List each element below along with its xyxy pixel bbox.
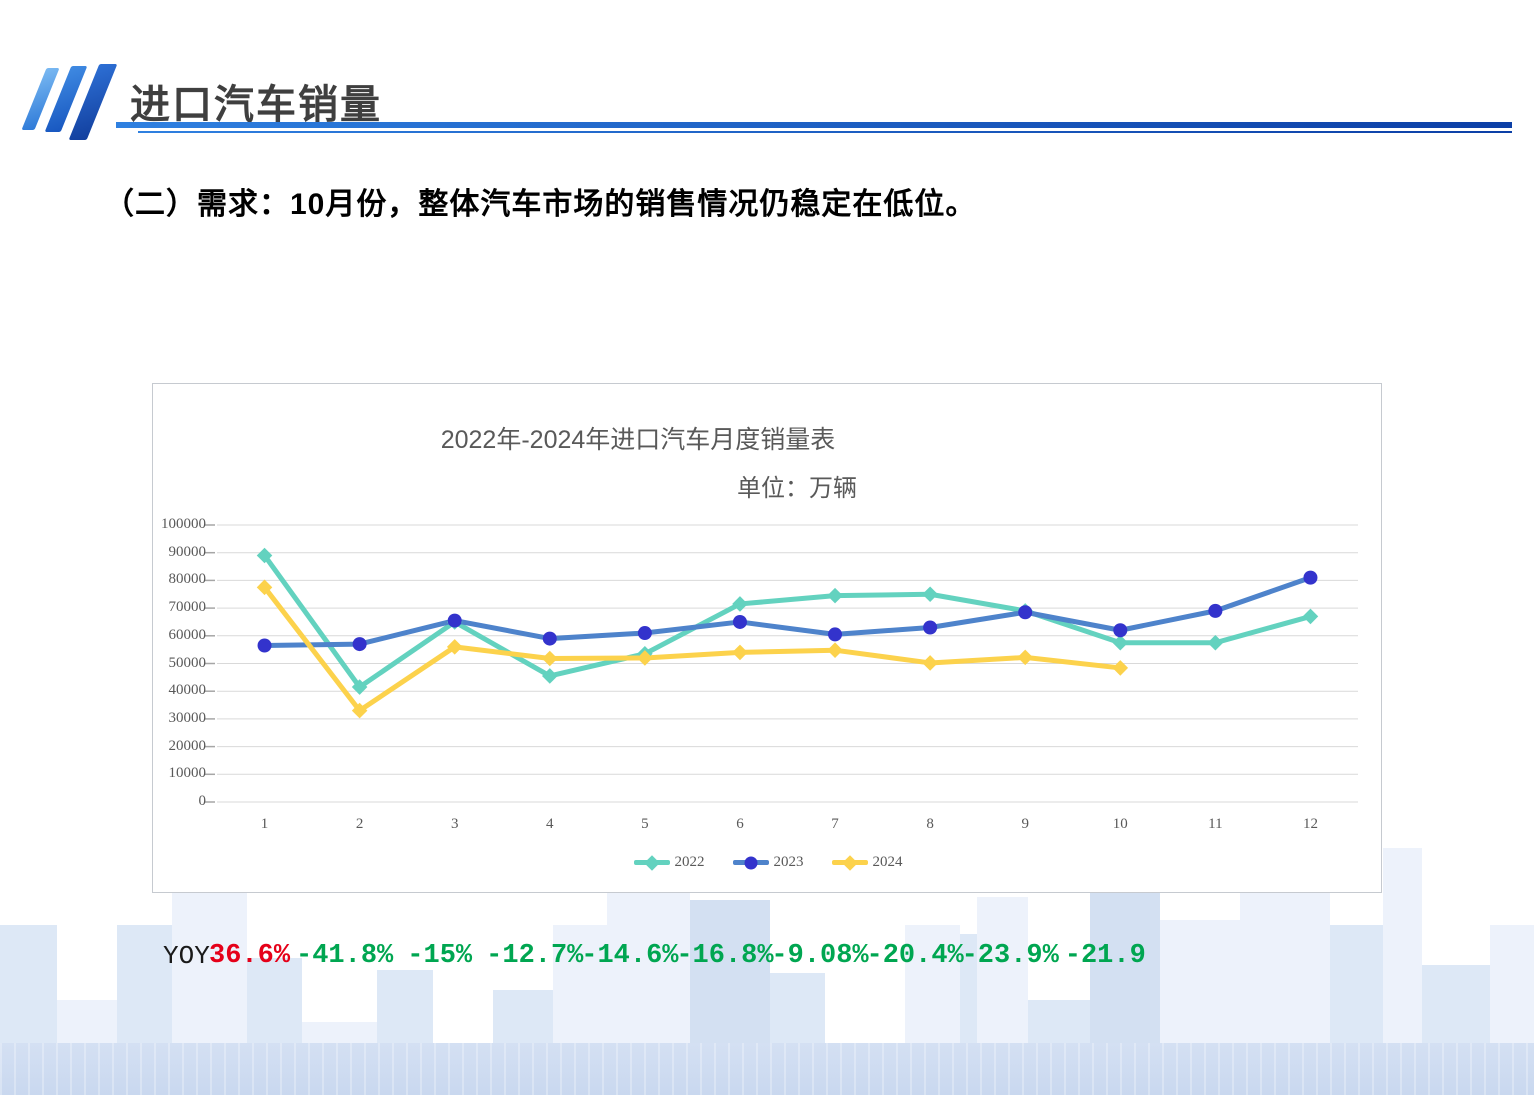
yoy-value: -41.8% [296, 941, 394, 971]
yoy-value: -20.4% [866, 941, 964, 971]
data-point-2024 [1112, 660, 1129, 676]
x-tick-label: 6 [736, 816, 744, 832]
x-tick-label: 5 [641, 816, 649, 832]
diamond-marker-icon [643, 854, 660, 871]
skyline-bottom-band [0, 1043, 1534, 1095]
data-point-2023 [542, 631, 557, 646]
data-point-2023 [352, 637, 367, 652]
y-tick-label: 60000 [168, 626, 207, 643]
y-tick-label: 70000 [168, 599, 207, 616]
data-point-2023 [1208, 603, 1223, 618]
data-point-2022 [1112, 634, 1129, 651]
yoy-value: -23.9% [961, 941, 1059, 971]
data-point-2022 [922, 586, 938, 603]
data-point-2022 [1207, 634, 1224, 651]
data-point-2023 [923, 620, 938, 635]
header-rule-thin [138, 131, 1512, 133]
data-point-2022 [827, 587, 843, 604]
yoy-value: -12.7% [486, 941, 584, 971]
data-point-2023 [257, 638, 272, 653]
legend-label: 2022 [674, 854, 705, 870]
legend-item-2024: 2024 [831, 854, 903, 871]
y-tick-label: 40000 [168, 682, 207, 699]
x-tick-label: 1 [260, 816, 269, 832]
chart-title: 2022年-2024年进口汽车月度销量表 [440, 426, 836, 454]
data-point-2023 [1113, 623, 1128, 638]
section-heading: （二）需求：10月份，整体汽车市场的销售情况仍稳定在低位。 [104, 188, 977, 221]
yoy-row: YOY 36.6% -41.8% -15% -12.7% -14.6% -16.8% -9.… [0, 941, 1534, 975]
data-point-2024 [1017, 649, 1033, 666]
data-point-2023 [1018, 605, 1033, 620]
data-point-2022 [351, 679, 368, 695]
header-rule-thick [116, 122, 1512, 128]
y-tick-label: 20000 [168, 737, 207, 754]
page-title: 进口汽车销量 [130, 83, 382, 127]
data-point-2022 [256, 547, 273, 564]
chart-card: 2022年-2024年进口汽车月度销量表 单位：万辆 0 10000 20000 30… [152, 383, 1382, 893]
legend-label: 2023 [773, 854, 804, 870]
data-point-2023 [732, 614, 747, 629]
legend-item-2022: 2022 [633, 854, 705, 871]
legend-item-2023: 2023 [732, 854, 804, 871]
y-tick-label: 30000 [168, 709, 207, 726]
x-tick-label: 4 [546, 816, 554, 832]
circle-marker-icon [744, 856, 757, 869]
data-point-2022 [542, 668, 558, 684]
data-point-2023 [637, 626, 652, 641]
series-line-2024 [262, 584, 1123, 714]
x-tick-label: 10 [1112, 816, 1128, 832]
series-line-2022 [262, 552, 1313, 690]
y-tick-label: 90000 [168, 543, 207, 560]
yoy-value: -14.6% [581, 941, 679, 971]
series-line-2023 [262, 575, 1313, 648]
data-point-2024 [732, 644, 748, 661]
data-point-2023 [1303, 570, 1318, 585]
legend-line-swatch [831, 854, 868, 871]
legend-label: 2024 [872, 854, 903, 870]
data-point-2023 [828, 627, 843, 642]
x-tick-label: 12 [1302, 816, 1318, 832]
x-tick-label: 2 [355, 816, 364, 832]
diamond-marker-icon [841, 854, 858, 871]
yoy-value: -9.08% [771, 941, 869, 971]
data-point-2022 [1302, 608, 1319, 625]
x-tick-label: 7 [831, 816, 839, 832]
chart-unit-label: 单位：万辆 [737, 475, 857, 502]
y-tick-label: 100000 [161, 516, 206, 532]
x-tick-label: 9 [1021, 816, 1029, 832]
data-point-2024 [827, 642, 843, 658]
slide-header: 进口汽车销量 [0, 0, 1534, 150]
legend-line-swatch [633, 854, 670, 871]
legend-line-swatch [732, 856, 769, 869]
yoy-value: 36.6% [209, 941, 291, 971]
y-tick-label: 50000 [168, 654, 207, 671]
yoy-value: -16.8% [676, 941, 774, 971]
data-point-2024 [922, 655, 938, 671]
x-tick-label: 8 [926, 816, 934, 832]
data-point-2023 [447, 613, 462, 628]
data-point-2024 [542, 650, 558, 667]
yoy-value: -21.9 [1064, 941, 1146, 971]
x-tick-label: 3 [450, 816, 459, 832]
yoy-label: YOY [163, 941, 210, 971]
y-tick-label: 80000 [168, 571, 207, 588]
chart-legend: 2022 2023 2024 [153, 854, 1383, 871]
line-chart-plot [204, 524, 1358, 803]
x-tick-label: 11 [1208, 816, 1223, 832]
y-tick-label: 0 [198, 793, 207, 809]
y-tick-label: 10000 [168, 765, 207, 782]
yoy-value: -15% [407, 941, 473, 971]
data-point-2024 [637, 650, 653, 666]
data-point-2024 [351, 702, 368, 719]
